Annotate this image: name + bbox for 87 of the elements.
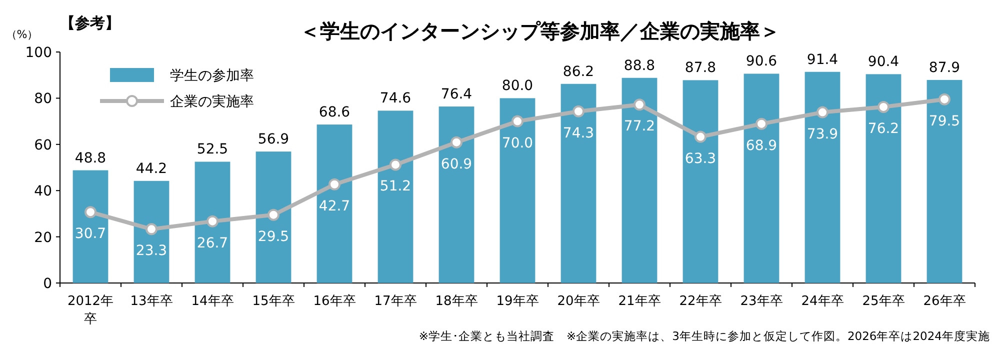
data-label: 63.3 <box>684 150 716 167</box>
data-label: 42.7 <box>318 198 350 214</box>
x-tick-label: 19年卒 <box>496 294 539 309</box>
data-label: 80.0 <box>502 78 534 94</box>
bar <box>134 180 170 283</box>
x-tick-label: 2012年卒 <box>67 294 114 327</box>
y-tick-label: 0 <box>43 276 52 292</box>
point <box>268 208 280 221</box>
data-label: 87.8 <box>684 60 716 76</box>
x-tick-label: 15年卒 <box>252 294 295 309</box>
chart-title: ＜学生のインターンシップ等参加率／企業の実施率＞ <box>300 19 780 43</box>
data-label: 44.2 <box>136 160 168 177</box>
data-label: 29.5 <box>258 228 290 245</box>
point <box>694 130 706 143</box>
y-tick-label: 40 <box>34 184 52 200</box>
x-tick-label: 22年卒 <box>679 294 722 309</box>
bar <box>560 84 596 283</box>
point <box>634 98 646 111</box>
x-tick-label: 21年卒 <box>618 294 661 309</box>
data-label: 90.6 <box>746 54 778 70</box>
bar <box>744 74 780 283</box>
point <box>756 118 768 130</box>
bar <box>500 98 536 283</box>
y-axis-title: （%） <box>6 28 38 41</box>
bar <box>866 74 902 283</box>
data-label: 23.3 <box>136 243 168 260</box>
bar <box>804 72 840 283</box>
point <box>390 158 402 171</box>
x-tick-label: 16年卒 <box>313 294 356 309</box>
point <box>938 93 950 106</box>
bar <box>194 162 230 283</box>
x-tick-label: 14年卒 <box>191 294 234 309</box>
legend-label: 企業の実施率 <box>170 94 254 110</box>
text: 【参考】 <box>60 14 120 32</box>
data-label: 26.7 <box>196 235 228 252</box>
x-tick-label: 18年卒 <box>435 294 478 309</box>
data-label: 73.9 <box>806 126 838 142</box>
data-label: 30.7 <box>74 226 106 242</box>
x-tick-label: 13年卒 <box>130 294 173 309</box>
data-label: 76.4 <box>440 86 472 103</box>
x-tick-label: 24年卒 <box>801 294 844 309</box>
x-tick-label: 23年卒 <box>740 294 783 309</box>
data-label: 48.8 <box>74 150 106 166</box>
data-label: 90.4 <box>868 54 900 70</box>
point <box>572 105 584 118</box>
y-tick-label: 20 <box>34 230 52 246</box>
data-label: 52.5 <box>196 142 228 158</box>
data-label: 88.8 <box>624 58 656 74</box>
x-tick-label: 17年卒 <box>374 294 417 309</box>
data-label: 51.2 <box>380 178 412 195</box>
x-tick-label: 20年卒 <box>557 294 600 309</box>
bar <box>72 170 108 283</box>
bar <box>316 124 352 283</box>
point <box>878 100 890 113</box>
point <box>816 106 828 118</box>
point <box>206 215 218 228</box>
bar <box>438 106 474 283</box>
point <box>450 136 462 148</box>
data-label: 91.4 <box>806 52 838 68</box>
data-label: 68.6 <box>318 104 350 121</box>
data-label: 87.9 <box>928 60 960 76</box>
data-label: 60.9 <box>440 156 472 172</box>
bar <box>926 80 962 283</box>
legend-label: 学生の参加率 <box>170 68 254 84</box>
text: ※学生･企業とも当社調査 ※企業の実施率は、3年生時に参加と仮定して作図。2026年卒は2024年度実施 <box>418 329 990 343</box>
data-label: 56.9 <box>258 132 290 148</box>
data-label: 77.2 <box>624 118 656 135</box>
bar <box>682 80 718 283</box>
bar <box>256 152 292 283</box>
data-label: 74.3 <box>562 125 594 142</box>
bar <box>622 78 658 283</box>
point <box>328 178 340 190</box>
point <box>84 206 96 218</box>
data-label: 68.9 <box>746 138 778 154</box>
data-label: 86.2 <box>562 64 594 80</box>
bar <box>378 110 414 283</box>
data-label: 76.2 <box>868 120 900 137</box>
x-tick-label: 25年卒 <box>862 294 905 309</box>
x-tick-label: 26年卒 <box>923 294 966 309</box>
point <box>146 223 158 236</box>
y-tick-label: 100 <box>25 45 52 61</box>
data-label: 79.5 <box>928 113 960 130</box>
data-label: 74.6 <box>380 90 412 107</box>
point <box>512 115 524 128</box>
y-tick-label: 80 <box>34 91 52 108</box>
y-tick-label: 60 <box>34 137 52 154</box>
data-label: 70.0 <box>502 135 534 152</box>
